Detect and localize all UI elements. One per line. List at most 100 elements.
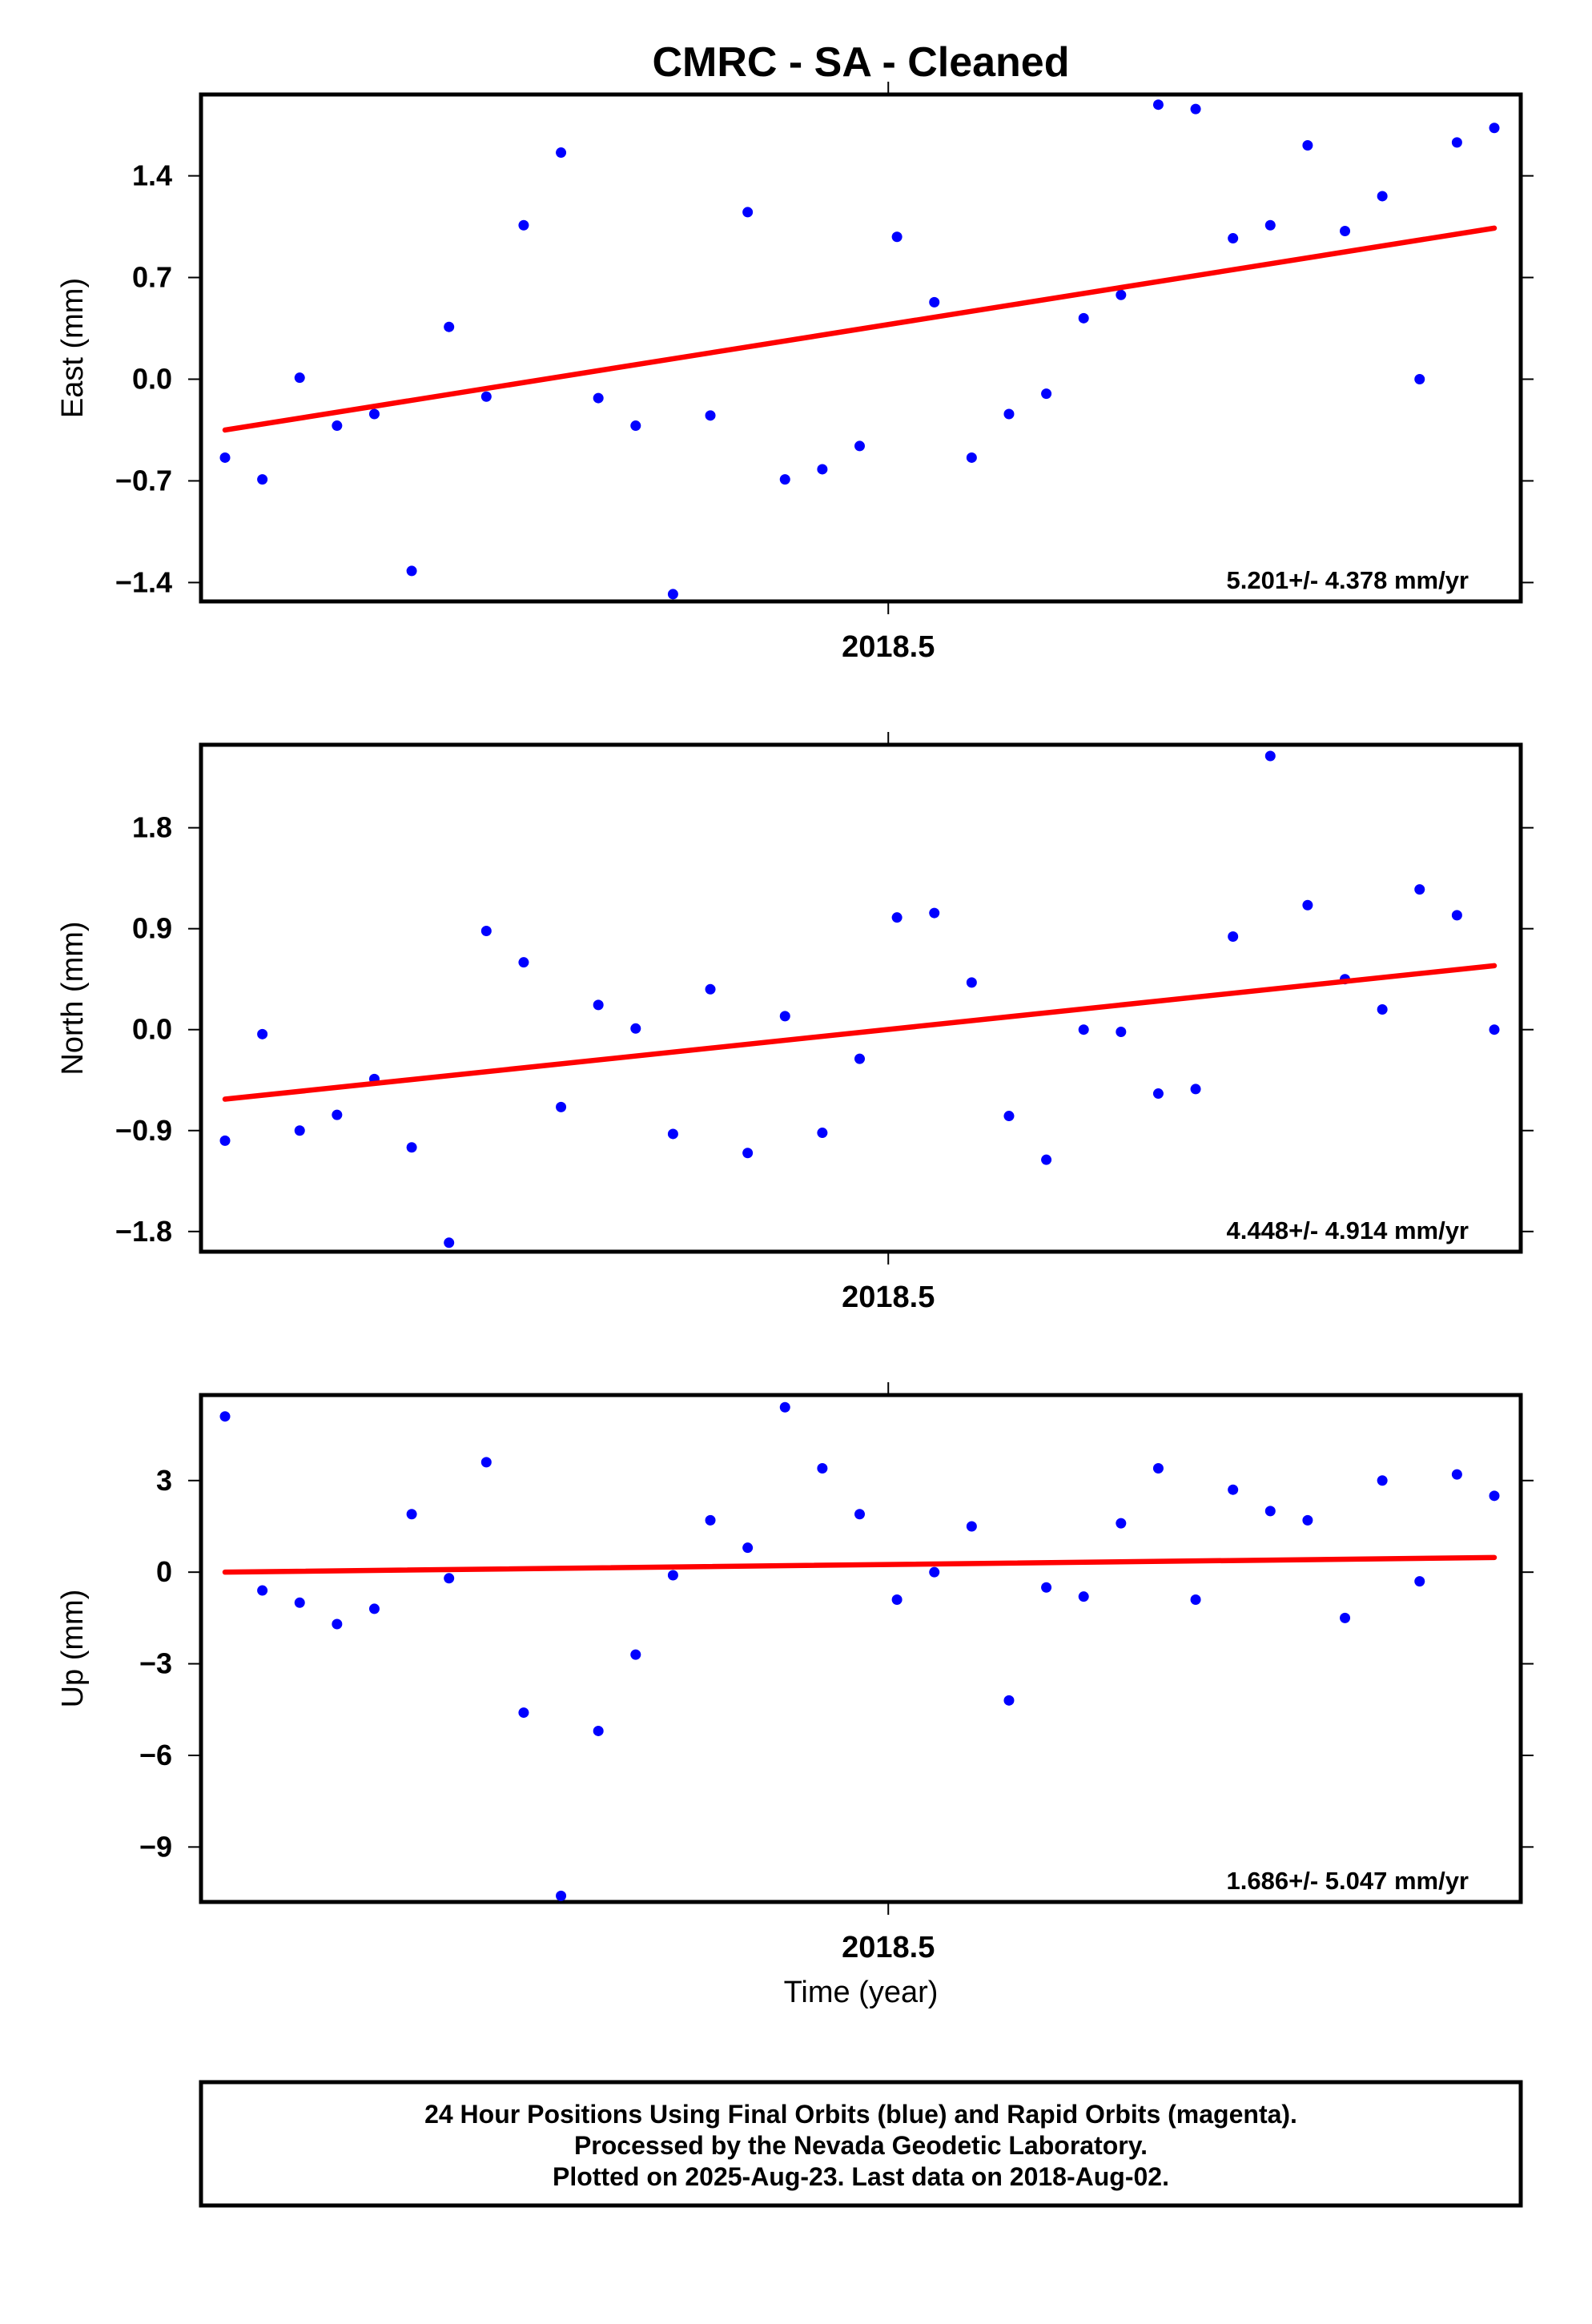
data-point (1414, 1576, 1425, 1587)
data-point (1489, 1490, 1500, 1502)
y-tick-label: −1.8 (115, 1215, 172, 1248)
data-point (854, 440, 865, 452)
data-point (294, 1597, 305, 1608)
data-point (1264, 1506, 1276, 1517)
data-point (779, 1011, 790, 1022)
data-point (817, 1128, 828, 1139)
rate-label: 4.448+/- 4.914 mm/yr (1227, 1216, 1469, 1244)
plot-frame (199, 742, 1523, 1254)
east-panel: −1.4 −0.7 0.0 0.7 1.4 2018.5 East (mm) 5.201+/-… (56, 82, 1534, 664)
data-point (854, 1509, 865, 1520)
data-point (1340, 1612, 1351, 1623)
data-point (294, 372, 305, 384)
data-point (294, 1125, 305, 1136)
data-point (593, 392, 604, 404)
trend-line (222, 963, 1498, 1102)
data-point (1116, 1027, 1127, 1038)
footer-line-1: 24 Hour Positions Using Final Orbits (bl… (424, 2100, 1297, 2129)
data-point (1264, 219, 1276, 231)
data-point (1116, 1518, 1127, 1529)
data-point (667, 1128, 678, 1140)
data-point (518, 219, 529, 231)
data-point (929, 1566, 940, 1578)
data-point (518, 957, 529, 968)
data-point (219, 452, 231, 463)
data-point (891, 912, 903, 923)
data-point (406, 1142, 417, 1153)
data-point (966, 977, 977, 988)
data-point (779, 1401, 790, 1413)
data-point (368, 1603, 380, 1614)
data-point (742, 207, 754, 218)
up-panel: −9 −6 −3 0 3 2018.5 Up (mm) 1.686+/- 5.047 mm/y… (56, 1382, 1534, 1964)
data-point (1228, 931, 1239, 942)
trend-line (222, 225, 1498, 433)
data-point (705, 983, 716, 995)
data-point (1302, 899, 1313, 911)
data-point (742, 1148, 754, 1159)
data-point (966, 1521, 977, 1532)
data-point (667, 589, 678, 600)
y-tick-label: 1.4 (132, 159, 172, 192)
data-point (1041, 1582, 1052, 1593)
x-tick-label: 2018.5 (842, 1931, 935, 1964)
y-axis-label: East (mm) (56, 278, 90, 418)
data-point (705, 1514, 716, 1526)
data-point (593, 1725, 604, 1736)
data-point (1377, 1004, 1388, 1015)
data-point (1190, 103, 1201, 115)
y-tick-label: −9 (139, 1830, 172, 1863)
y-tick-label: 3 (156, 1464, 172, 1497)
data-point (480, 1457, 492, 1468)
data-point (444, 1573, 455, 1584)
data-point (1078, 1591, 1089, 1602)
footer-frame (199, 2080, 1523, 2208)
data-point (817, 1463, 828, 1474)
data-point (1451, 1469, 1462, 1480)
north-panel: −1.8 −0.9 0.0 0.9 1.8 2018.5 North (mm) 4.448+/… (56, 732, 1534, 1314)
data-point (1264, 750, 1276, 762)
data-point (1190, 1084, 1201, 1095)
footer-line-3: Plotted on 2025-Aug-23. Last data on 201… (553, 2162, 1169, 2191)
data-point (257, 474, 268, 485)
data-point (1377, 191, 1388, 202)
data-point (630, 1649, 641, 1660)
rate-label: 5.201+/- 4.378 mm/yr (1227, 566, 1469, 594)
data-point (966, 452, 977, 463)
data-point (817, 464, 828, 475)
data-point (332, 420, 343, 432)
data-point (1489, 1024, 1500, 1035)
data-point (1003, 1695, 1015, 1706)
data-point (219, 1135, 231, 1146)
data-point (1003, 408, 1015, 420)
data-point (480, 925, 492, 936)
chart-title: CMRC - SA - Cleaned (653, 39, 1070, 86)
y-tick-label: 0.0 (132, 362, 172, 395)
data-point (1152, 1463, 1164, 1474)
data-point (929, 907, 940, 919)
data-point (332, 1618, 343, 1630)
data-point (368, 408, 380, 420)
footer-box: 24 Hour Positions Using Final Orbits (bl… (199, 2080, 1523, 2208)
data-point (556, 1890, 567, 1901)
data-point (257, 1028, 268, 1039)
data-point (1078, 312, 1089, 324)
y-tick-label: −0.9 (115, 1114, 172, 1147)
y-tick-label: 0.9 (132, 912, 172, 945)
x-axis-label: Time (year) (784, 1976, 939, 2009)
y-tick-label: 0 (156, 1555, 172, 1588)
rate-label: 1.686+/- 5.047 mm/yr (1227, 1867, 1469, 1895)
data-point (518, 1707, 529, 1719)
data-point (1377, 1475, 1388, 1486)
data-point (556, 1101, 567, 1112)
data-point (1078, 1024, 1089, 1035)
y-tick-label: 0.7 (132, 261, 172, 294)
data-point (219, 1411, 231, 1422)
data-point (1152, 99, 1164, 111)
data-point (630, 420, 641, 432)
y-tick-label: −3 (139, 1647, 172, 1680)
data-point (929, 296, 940, 308)
data-point (257, 1585, 268, 1596)
data-point (556, 147, 567, 159)
